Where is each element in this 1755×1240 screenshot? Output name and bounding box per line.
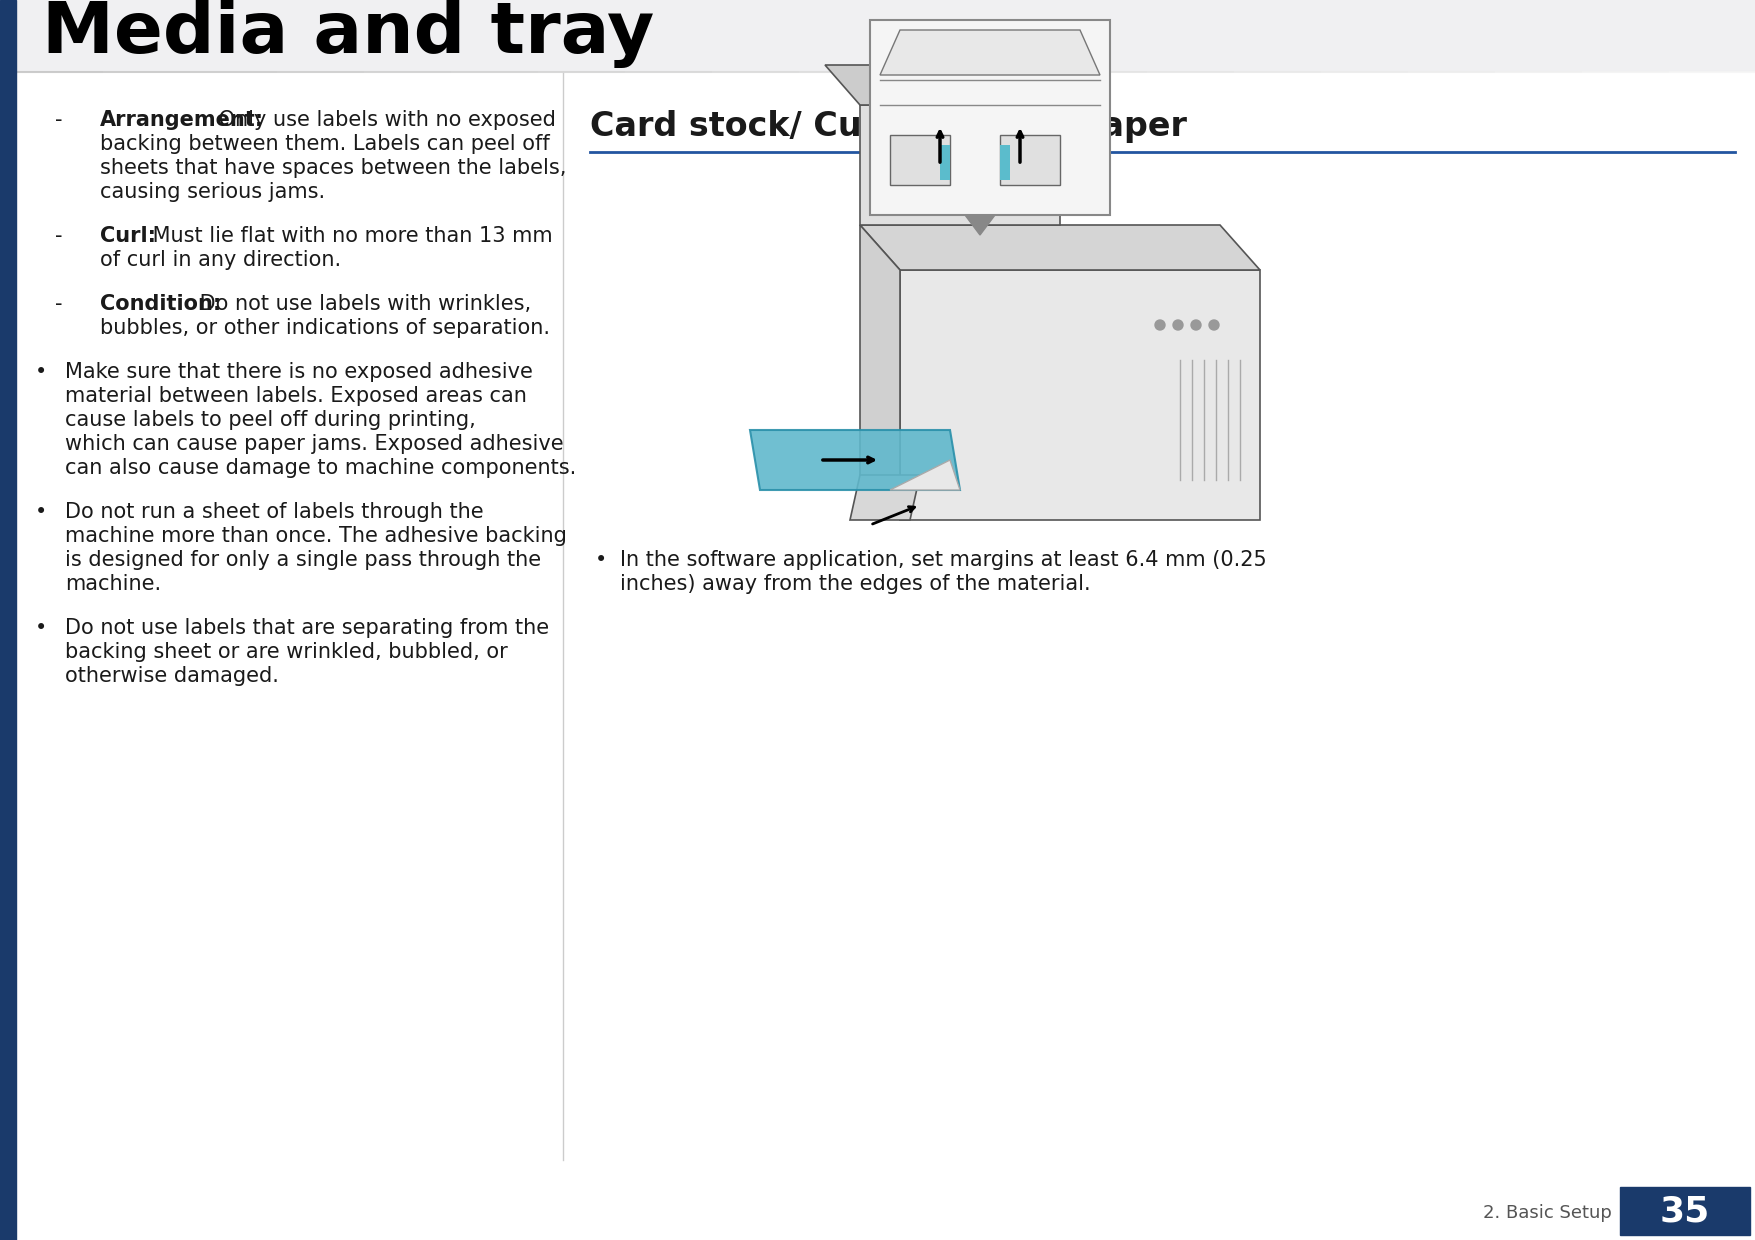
Text: bubbles, or other indications of separation.: bubbles, or other indications of separat… [100, 317, 549, 339]
Polygon shape [1000, 135, 1060, 185]
Polygon shape [965, 215, 995, 236]
Polygon shape [860, 105, 1060, 224]
Text: •: • [35, 618, 47, 639]
Text: Do not use labels with wrinkles,: Do not use labels with wrinkles, [193, 294, 532, 314]
Text: of curl in any direction.: of curl in any direction. [100, 250, 340, 270]
Circle shape [1209, 320, 1220, 330]
Text: otherwise damaged.: otherwise damaged. [65, 666, 279, 686]
Text: causing serious jams.: causing serious jams. [100, 182, 325, 202]
Text: machine more than once. The adhesive backing: machine more than once. The adhesive bac… [65, 526, 567, 546]
Text: 35: 35 [1660, 1194, 1709, 1228]
Polygon shape [890, 135, 949, 185]
Text: •: • [35, 502, 47, 522]
Text: Do not use labels that are separating from the: Do not use labels that are separating fr… [65, 618, 549, 639]
Polygon shape [941, 145, 949, 180]
Bar [16, 0, 1755, 69]
Text: -: - [54, 226, 63, 246]
Text: backing between them. Labels can peel off: backing between them. Labels can peel of… [100, 134, 549, 154]
Text: -: - [54, 110, 63, 130]
Text: Condition:: Condition: [100, 294, 221, 314]
Polygon shape [879, 30, 1100, 74]
Circle shape [1192, 320, 1200, 330]
Text: •: • [35, 362, 47, 382]
Bar [870, 20, 1109, 215]
Text: sheets that have spaces between the labels,: sheets that have spaces between the labe… [100, 157, 567, 179]
Circle shape [1155, 320, 1165, 330]
Text: Curl:: Curl: [100, 226, 156, 246]
Text: cause labels to peel off during printing,: cause labels to peel off during printing… [65, 410, 476, 430]
Text: Media and tray: Media and tray [42, 0, 655, 67]
Text: inches) away from the edges of the material.: inches) away from the edges of the mater… [620, 574, 1090, 594]
Text: Make sure that there is no exposed adhesive: Make sure that there is no exposed adhes… [65, 362, 534, 382]
Polygon shape [860, 224, 900, 520]
Polygon shape [749, 430, 960, 490]
Polygon shape [849, 475, 920, 520]
Text: is designed for only a single pass through the: is designed for only a single pass throu… [65, 551, 541, 570]
Text: Card stock/ Custom-sized paper: Card stock/ Custom-sized paper [590, 110, 1186, 143]
Polygon shape [900, 270, 1260, 520]
Text: -: - [54, 294, 63, 314]
Polygon shape [1000, 145, 1009, 180]
Text: can also cause damage to machine components.: can also cause damage to machine compone… [65, 458, 576, 477]
Polygon shape [860, 224, 1260, 270]
Text: 2. Basic Setup: 2. Basic Setup [1483, 1204, 1613, 1221]
Text: Do not run a sheet of labels through the: Do not run a sheet of labels through the [65, 502, 484, 522]
Bar [0, 0, 16, 1240]
Circle shape [1172, 320, 1183, 330]
Text: In the software application, set margins at least 6.4 mm (0.25: In the software application, set margins… [620, 551, 1267, 570]
Polygon shape [890, 460, 960, 490]
Bar [1620, 1187, 1750, 1235]
Text: Only use labels with no exposed: Only use labels with no exposed [212, 110, 556, 130]
Polygon shape [825, 64, 1060, 105]
Text: material between labels. Exposed areas can: material between labels. Exposed areas c… [65, 386, 526, 405]
Text: Arrangement:: Arrangement: [100, 110, 263, 130]
Text: •: • [595, 551, 607, 570]
Text: Must lie flat with no more than 13 mm: Must lie flat with no more than 13 mm [146, 226, 553, 246]
Text: which can cause paper jams. Exposed adhesive: which can cause paper jams. Exposed adhe… [65, 434, 563, 454]
Text: backing sheet or are wrinkled, bubbled, or: backing sheet or are wrinkled, bubbled, … [65, 642, 507, 662]
Text: machine.: machine. [65, 574, 161, 594]
